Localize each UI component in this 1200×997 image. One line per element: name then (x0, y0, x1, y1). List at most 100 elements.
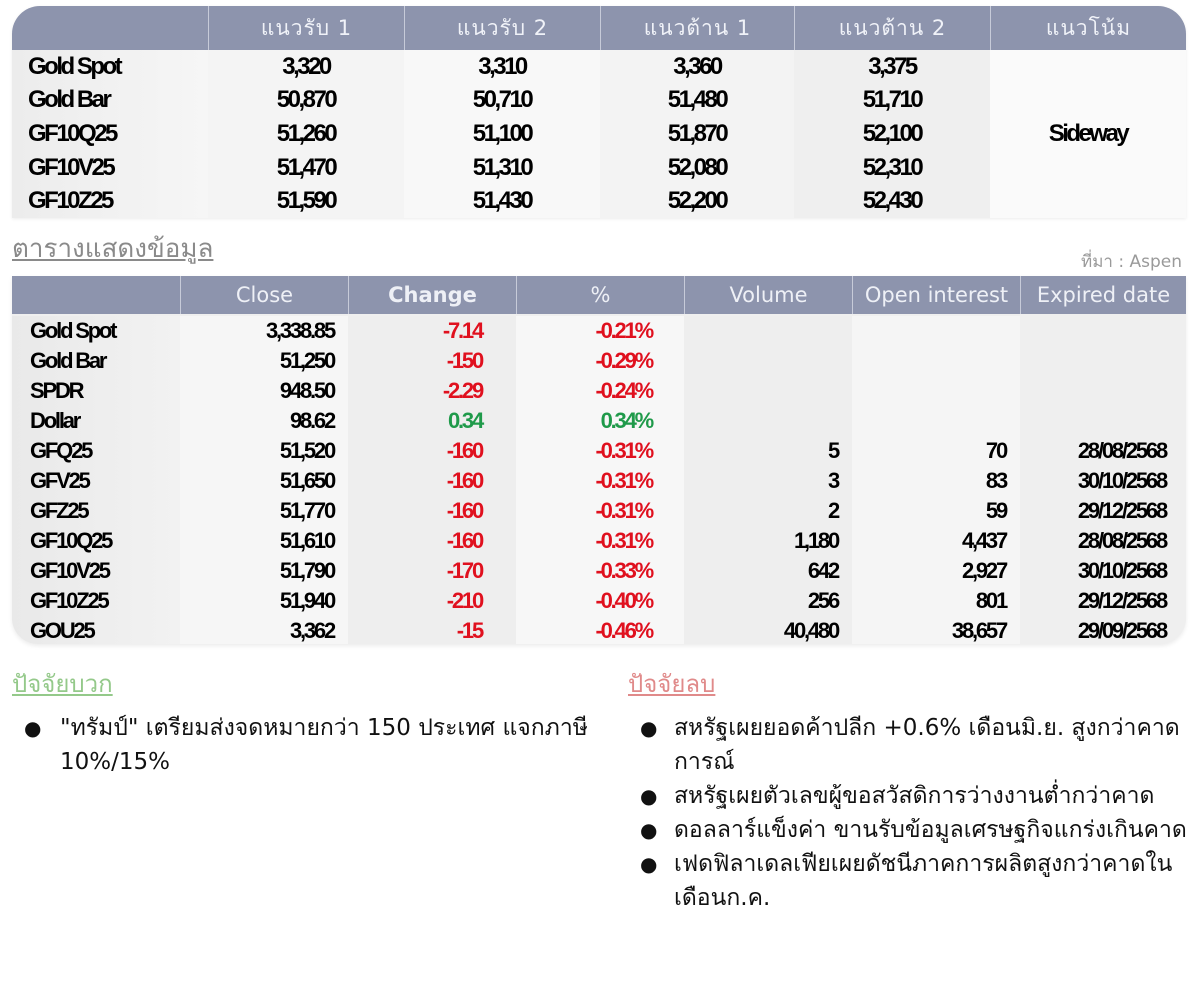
header-resistance-2: แนวต้าน 2 (794, 6, 990, 50)
resistance-1-value: 3,360 (673, 52, 723, 80)
support-1-value: 50,870 (276, 86, 338, 114)
support-1-value: 51,470 (276, 153, 338, 181)
expired-date-value: 29/12/2568 (1077, 498, 1168, 523)
support-2-value: 3,310 (478, 52, 528, 80)
change-value: -210 (446, 588, 484, 613)
market-data-body: Gold Spot Gold Bar SPDR Dollar GFQ25 GFV… (12, 314, 1186, 644)
negative-factor-item: ● ดอลลาร์แข็งค่า ขานรับข้อมูลเศรษฐกิจแกร… (628, 813, 1188, 847)
percent-value: -0.24% (595, 378, 654, 403)
open-interest-value: 59 (985, 498, 1008, 523)
open-interest-value (852, 376, 1020, 406)
open-interest-value: 2,927 (961, 558, 1008, 583)
resistance-2-value: 52,100 (862, 119, 924, 147)
change-value: -150 (446, 348, 484, 373)
instrument-name: GF10Q25 (28, 119, 118, 147)
percent-value: -0.40% (595, 588, 654, 613)
close-value: 3,338.85 (265, 318, 336, 343)
instrument-column: Gold Spot Gold Bar SPDR Dollar GFQ25 GFV… (12, 316, 180, 644)
header-blank (12, 276, 180, 314)
bullet-icon: ● (640, 784, 658, 808)
percent-value: -0.29% (595, 348, 654, 373)
header-percent: % (516, 276, 684, 314)
change-value: -2.29 (442, 378, 484, 403)
change-value: 0.34 (447, 408, 484, 433)
expired-date-value (1020, 316, 1186, 346)
negative-factor-text: สหรัฐเผยตัวเลขผู้ขอสวัสดิการว่างงานต่ำกว… (674, 783, 1155, 809)
volume-value (684, 376, 852, 406)
close-value: 51,610 (279, 528, 336, 553)
percent-column: -0.21% -0.29% -0.24% 0.34% -0.31% -0.31%… (516, 316, 684, 644)
negative-factor-text: เฟดฟิลาเดลเฟียเผยดัชนีภาคการผลิตสูงกว่าค… (674, 851, 1173, 911)
instrument-name: GF10V25 (30, 558, 111, 583)
open-interest-value (852, 316, 1020, 346)
bullet-icon: ● (640, 852, 658, 876)
expired-date-value: 29/12/2568 (1077, 588, 1168, 613)
percent-value: -0.31% (595, 438, 654, 463)
header-volume: Volume (684, 276, 852, 314)
close-column: 3,338.85 51,250 948.50 98.62 51,520 51,6… (180, 316, 348, 644)
header-blank (12, 6, 208, 50)
negative-factor-text: ดอลลาร์แข็งค่า ขานรับข้อมูลเศรษฐกิจแกร่ง… (674, 817, 1187, 843)
negative-factor-item: ● สหรัฐเผยตัวเลขผู้ขอสวัสดิการว่างงานต่ำ… (628, 779, 1188, 813)
instrument-name: GFQ25 (30, 438, 93, 463)
instrument-name: Gold Spot (28, 52, 123, 80)
instrument-column: Gold Spot Gold Bar GF10Q25 GF10V25 GF10Z… (12, 50, 208, 218)
support-resistance-table: แนวรับ 1 แนวรับ 2 แนวต้าน 1 แนวต้าน 2 แน… (12, 6, 1186, 218)
negative-factor-item: ● เฟดฟิลาเดลเฟียเผยดัชนีภาคการผลิตสูงกว่… (628, 847, 1188, 915)
change-value: -160 (446, 528, 484, 553)
expired-date-value: 28/08/2568 (1077, 438, 1168, 463)
expired-date-value: 30/10/2568 (1077, 558, 1168, 583)
instrument-name: GF10Z25 (30, 588, 110, 613)
resistance-1-value: 52,200 (667, 187, 729, 215)
volume-value: 1,180 (793, 528, 840, 553)
header-trend: แนวโน้ม (990, 6, 1186, 50)
positive-factor-text: "ทรัมป์" เตรียมส่งจดหมายกว่า 150 ประเทศ … (60, 715, 588, 775)
market-data-header: Close Change % Volume Open interest Expi… (12, 276, 1186, 314)
change-value: -160 (446, 438, 484, 463)
expired-date-value (1020, 406, 1186, 436)
bullet-icon: ● (640, 818, 658, 842)
percent-value: -0.31% (595, 498, 654, 523)
close-value: 51,940 (279, 588, 336, 613)
change-value: -160 (446, 468, 484, 493)
bullet-icon: ● (640, 716, 658, 740)
expired-date-value: 29/09/2568 (1077, 618, 1168, 643)
open-interest-value: 38,657 (951, 618, 1008, 643)
instrument-name: Gold Spot (30, 318, 117, 343)
volume-value: 5 (827, 438, 840, 463)
close-value: 98.62 (289, 408, 336, 433)
volume-value (684, 346, 852, 376)
percent-value: -0.31% (595, 468, 654, 493)
close-value: 51,250 (279, 348, 336, 373)
resistance-1-value: 51,870 (667, 119, 729, 147)
percent-value: -0.33% (595, 558, 654, 583)
positive-factors-section: ปัจจัยบวก ● "ทรัมป์" เตรียมส่งจดหมายกว่า… (12, 664, 592, 779)
instrument-name: Gold Bar (30, 348, 108, 373)
open-interest-value (852, 406, 1020, 436)
volume-value: 40,480 (783, 618, 840, 643)
change-value: -160 (446, 498, 484, 523)
percent-value: -0.46% (595, 618, 654, 643)
header-open-interest: Open interest (852, 276, 1020, 314)
open-interest-value: 83 (985, 468, 1008, 493)
support-1-value: 51,590 (276, 187, 338, 215)
header-expired-date: Expired date (1020, 276, 1186, 314)
support-1-column: 3,320 50,870 51,260 51,470 51,590 (208, 50, 404, 218)
support-2-column: 3,310 50,710 51,100 51,310 51,430 (404, 50, 600, 218)
percent-value: 0.34% (600, 408, 655, 433)
expired-date-column: 28/08/2568 30/10/2568 29/12/2568 28/08/2… (1020, 316, 1186, 644)
close-value: 51,790 (279, 558, 336, 583)
volume-column: 5 3 2 1,180 642 256 40,480 (684, 316, 852, 644)
support-2-value: 51,100 (472, 119, 534, 147)
close-value: 948.50 (279, 378, 336, 403)
volume-value (684, 316, 852, 346)
close-value: 3,362 (289, 618, 336, 643)
negative-factors-title: ปัจจัยลบ (628, 670, 716, 698)
expired-date-value: 30/10/2568 (1077, 468, 1168, 493)
positive-factors-list: ● "ทรัมป์" เตรียมส่งจดหมายกว่า 150 ประเท… (12, 711, 592, 779)
volume-value: 256 (807, 588, 840, 613)
instrument-name: GFZ25 (30, 498, 90, 523)
negative-factor-text: สหรัฐเผยยอดค้าปลีก +0.6% เดือนมิ.ย. สูงก… (674, 715, 1180, 775)
resistance-2-value: 52,310 (862, 153, 924, 181)
